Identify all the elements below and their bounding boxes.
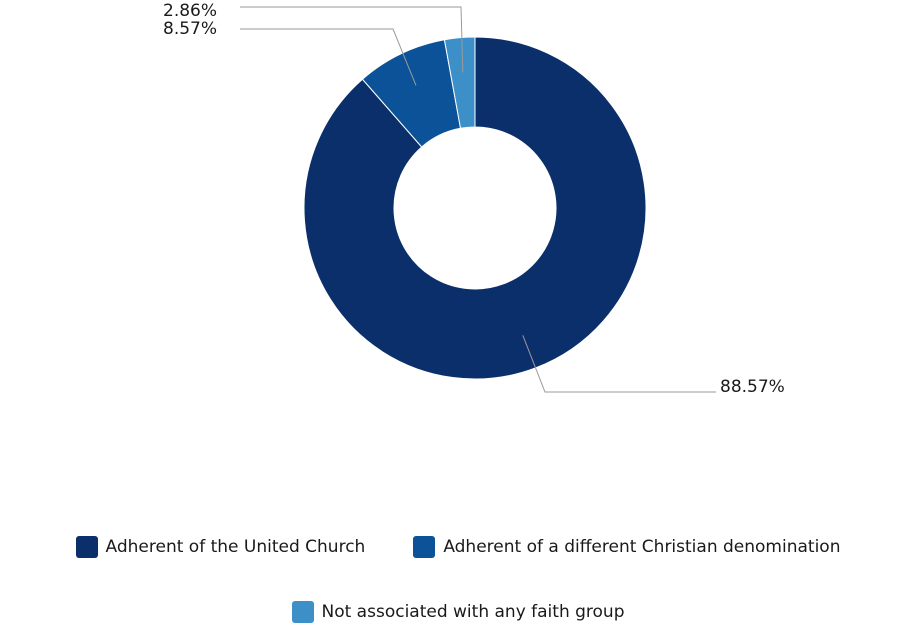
legend-label-united-church: Adherent of the United Church bbox=[105, 537, 366, 557]
data-label-not-associated-with-any-faith-group: 2.86% bbox=[163, 1, 217, 21]
leader-line-adherent-of-a-different-christian-denomination bbox=[240, 28, 417, 86]
legend-row-2: Not associated with any faith group bbox=[0, 601, 916, 623]
data-label-adherent-of-the-united-church: 88.57% bbox=[720, 377, 785, 397]
legend-swatch-other-christian bbox=[413, 536, 436, 558]
data-labels-group: 88.57% 8.57%2.86% bbox=[163, 1, 785, 397]
slices-group bbox=[303, 36, 647, 380]
legend-swatch-no-faith bbox=[291, 601, 314, 623]
legend-row-1: Adherent of the United Church Adherent o… bbox=[0, 536, 916, 558]
slice-adherent-of-the-united-church[interactable] bbox=[303, 36, 647, 380]
leader-line-adherent-of-the-united-church bbox=[522, 335, 716, 393]
slice-not-associated-with-any-faith-group[interactable] bbox=[443, 36, 476, 129]
legend-swatch-united-church bbox=[75, 536, 98, 558]
legend-item-no-faith[interactable]: Not associated with any faith group bbox=[291, 601, 625, 623]
data-label-adherent-of-a-different-christian-denomination: 8.57% bbox=[163, 19, 217, 39]
leader-line-not-associated-with-any-faith-group bbox=[240, 6, 464, 73]
legend-item-other-christian[interactable]: Adherent of a different Christian denomi… bbox=[413, 536, 840, 558]
legend-label-other-christian: Adherent of a different Christian denomi… bbox=[443, 537, 841, 557]
leader-lines-group bbox=[240, 6, 716, 393]
legend-item-united-church[interactable]: Adherent of the United Church bbox=[75, 536, 366, 558]
legend-label-no-faith: Not associated with any faith group bbox=[321, 602, 625, 622]
